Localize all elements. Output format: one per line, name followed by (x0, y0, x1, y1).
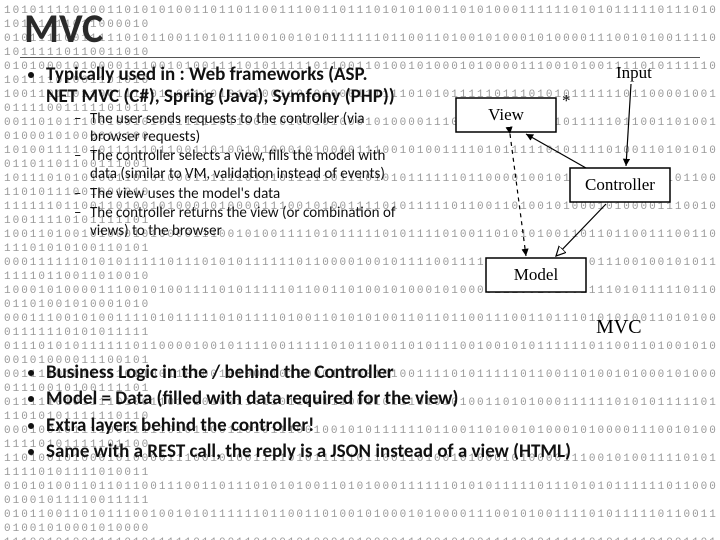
sub-requests: The user sends requests to the controlle… (74, 111, 400, 146)
bullet-model-data: Model = Data (filled with data required … (46, 388, 700, 410)
diagram-caption: MVC (596, 316, 642, 338)
slide-content: MVC Typically used in : Web frameworks (… (0, 0, 720, 464)
edge-input-controller (626, 84, 631, 166)
mvc-diagram: Input View * Controller Model (426, 58, 676, 368)
diagram-controller-text: Controller (585, 175, 655, 194)
bullet-extra-layers: Extra layers behind the controller! (46, 415, 700, 437)
bullet-frameworks-text: Typically used in : Web frameworks (ASP.… (46, 63, 395, 108)
bullet-rest-json: Same with a REST call, the reply is a JS… (46, 441, 700, 463)
edge-view-model (510, 134, 526, 256)
sub-view-uses-model: The view uses the model's data (74, 186, 400, 204)
bullet-frameworks: Typically used in : Web frameworks (ASP.… (46, 64, 400, 241)
diagram-input-label: Input (616, 63, 652, 82)
edge-controller-view (526, 134, 586, 168)
sub-list: The user sends requests to the controlle… (46, 111, 400, 241)
slide-title: MVC (0, 0, 720, 53)
diagram-model-text: Model (514, 265, 559, 284)
diagram-star: * (562, 91, 571, 110)
sub-select-view: The controller selects a view, fills the… (74, 148, 400, 183)
edge-controller-model (556, 204, 606, 256)
diagram-view-text: View (488, 105, 525, 124)
sub-return-view: The controller returns the view (or comb… (74, 205, 400, 240)
